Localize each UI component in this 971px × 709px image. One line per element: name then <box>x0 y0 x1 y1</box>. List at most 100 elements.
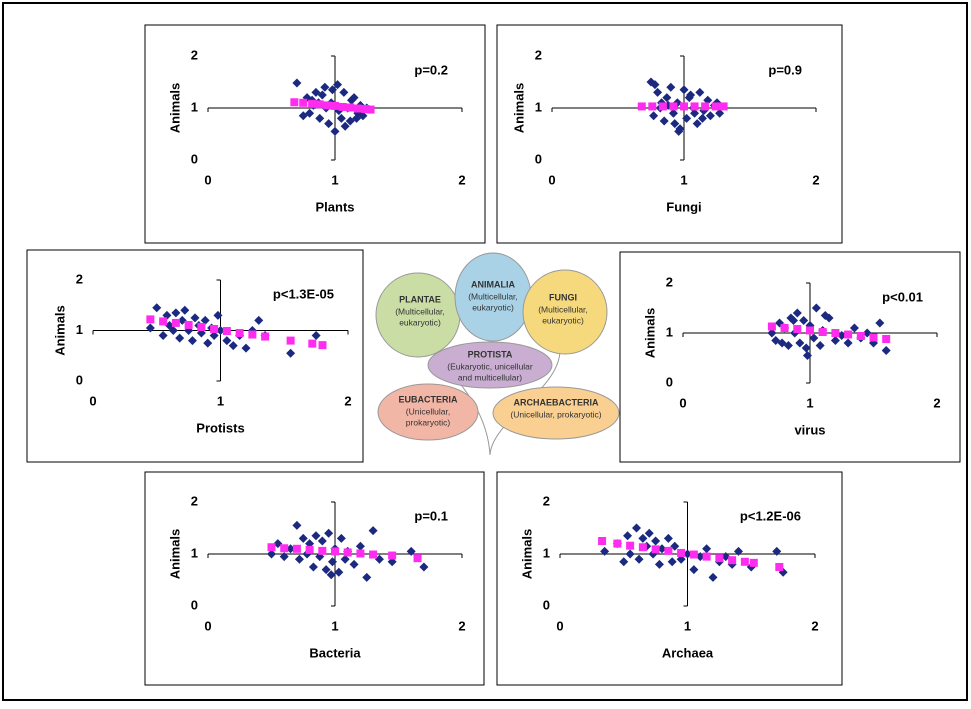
x-tick-label: 1 <box>331 172 338 187</box>
x-axis-title: Archaea <box>662 645 714 660</box>
fit-point <box>210 325 218 333</box>
fit-point <box>664 547 672 555</box>
fit-point <box>712 102 720 110</box>
kingdom-desc: (Multicellular, <box>538 304 588 314</box>
fit-point <box>185 321 193 329</box>
fit-point <box>223 327 231 335</box>
fit-point <box>197 323 205 331</box>
fit-point <box>781 324 789 332</box>
kingdom-name: PROTISTA <box>468 349 513 359</box>
x-axis-title: Protists <box>196 420 244 435</box>
p-value: p<1.2E-06 <box>740 508 801 523</box>
fit-point <box>331 102 339 110</box>
figure: 0 1 2 0 1 2 Plants Animals p=0.2 0 1 2 0 1 2 Fungi Anima… <box>0 0 971 704</box>
y-axis-title: Animals <box>519 529 534 580</box>
y-tick-label: 0 <box>535 151 542 166</box>
fit-point <box>648 102 656 110</box>
p-value: p=0.1 <box>414 508 448 523</box>
x-tick-label: 2 <box>458 618 465 633</box>
fit-point <box>146 315 154 323</box>
fit-point <box>728 556 736 564</box>
kingdom-desc: eukaryotic) <box>399 317 441 327</box>
p-value: p<1.3E-05 <box>273 286 334 301</box>
chart-panel: 012012ArchaeaAnimalsp<1.2E-06 <box>497 472 842 685</box>
x-tick-label: 2 <box>933 395 940 410</box>
y-axis-title: Animals <box>511 83 526 134</box>
y-axis-title: Animals <box>642 308 657 359</box>
x-axis-title: Bacteria <box>309 645 361 660</box>
kingdom-desc: (Unicellular, prokaryotic) <box>510 409 601 419</box>
fit-point <box>308 340 316 348</box>
y-tick-label: 2 <box>543 493 550 508</box>
x-tick-label: 0 <box>89 393 96 408</box>
kingdom-name: ANIMALIA <box>471 279 515 289</box>
y-axis-title: Animals <box>167 529 182 580</box>
y-tick-label: 1 <box>666 324 673 339</box>
fit-point <box>680 102 688 110</box>
fit-point <box>715 554 723 562</box>
x-axis-title: Plants <box>315 199 354 214</box>
x-tick-label: 1 <box>684 618 691 633</box>
kingdom-desc: (Multicellular, <box>468 291 518 301</box>
chart-panel: 012012ProtistsAnimalsp<1.3E-05 <box>27 250 363 462</box>
fit-point <box>638 102 646 110</box>
fit-point <box>677 549 685 557</box>
fit-point <box>319 341 327 349</box>
fit-point <box>290 98 298 106</box>
fit-point <box>236 329 244 337</box>
fit-point <box>306 546 314 554</box>
y-tick-label: 0 <box>666 374 673 389</box>
y-axis-title: Animals <box>167 83 182 134</box>
y-tick-label: 0 <box>191 597 198 612</box>
y-axis-title: Animals <box>52 305 67 356</box>
y-tick-label: 1 <box>191 99 198 114</box>
y-tick-label: 1 <box>76 322 83 337</box>
x-tick-label: 0 <box>548 172 555 187</box>
kingdom-desc: prokaryotic) <box>406 417 451 427</box>
x-tick-label: 0 <box>556 618 563 633</box>
fit-point <box>308 100 316 108</box>
x-tick-label: 0 <box>679 395 686 410</box>
fit-point <box>775 563 783 571</box>
chart-panel: 012012PlantsAnimalsp=0.2 <box>145 25 485 243</box>
fit-point <box>882 335 890 343</box>
fit-point <box>831 329 839 337</box>
fit-point <box>750 559 758 567</box>
fit-point <box>806 327 814 335</box>
fit-point <box>414 554 422 562</box>
fit-point <box>701 102 709 110</box>
fit-point <box>388 552 396 560</box>
fit-point <box>323 101 331 109</box>
p-value: p=0.2 <box>414 62 448 77</box>
x-axis-title: Fungi <box>666 199 701 214</box>
kingdom-desc: (Eukaryotic, unicellular <box>447 361 533 371</box>
fit-point <box>857 332 865 340</box>
y-tick-label: 1 <box>535 99 542 114</box>
y-tick-label: 0 <box>191 151 198 166</box>
x-tick-label: 2 <box>811 618 818 633</box>
fit-point <box>172 319 180 327</box>
y-tick-label: 1 <box>543 545 550 560</box>
y-tick-label: 2 <box>191 493 198 508</box>
p-value: p<0.01 <box>882 289 923 304</box>
y-tick-label: 2 <box>666 274 673 289</box>
x-axis-title: virus <box>794 422 825 437</box>
kingdom-desc: eukaryotic) <box>542 315 584 325</box>
fit-point <box>626 542 634 550</box>
fit-point <box>669 102 677 110</box>
fit-point <box>261 333 269 341</box>
x-tick-label: 1 <box>331 618 338 633</box>
x-tick-label: 2 <box>344 393 351 408</box>
fit-point <box>703 553 711 561</box>
fit-point <box>331 547 339 555</box>
fit-point <box>720 102 728 110</box>
fit-point <box>369 551 377 559</box>
fit-point <box>354 105 362 113</box>
y-tick-label: 1 <box>191 545 198 560</box>
kingdom-name: PLANTAE <box>399 294 441 304</box>
kingdom-name: FUNGI <box>549 292 577 302</box>
y-tick-label: 2 <box>535 47 542 62</box>
fit-point <box>318 547 326 555</box>
fit-point <box>659 102 667 110</box>
